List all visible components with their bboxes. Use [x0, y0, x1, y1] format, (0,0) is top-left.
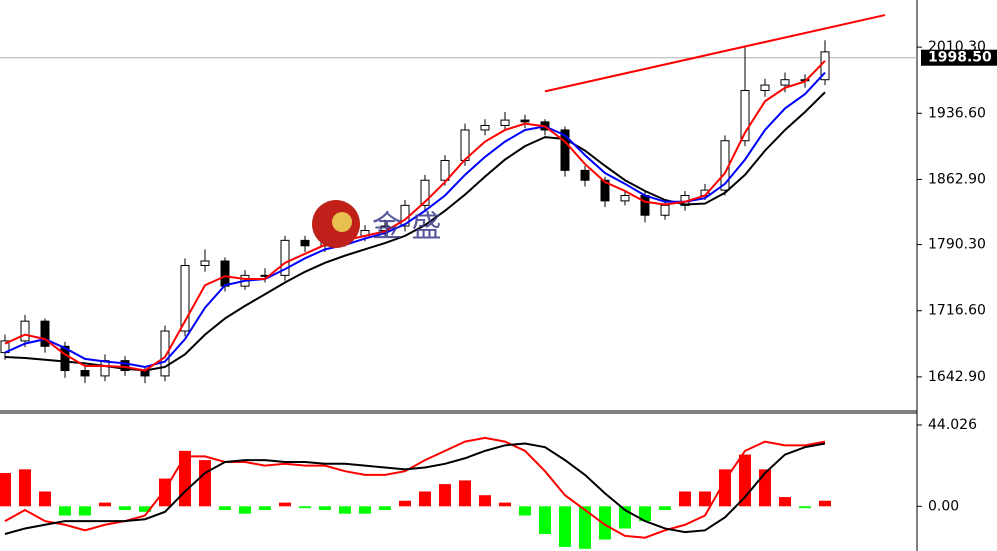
histogram-bar: [799, 506, 811, 509]
y-tick-label: 1716.60: [928, 303, 986, 319]
candle-body: [60, 345, 70, 372]
logo-inner: [332, 212, 352, 232]
candle-body: [520, 119, 530, 123]
histogram-bar: [219, 506, 231, 510]
histogram-bar: [299, 506, 311, 509]
histogram-bar: [339, 506, 351, 514]
histogram-bar: [819, 500, 831, 507]
histogram-bar: [0, 473, 11, 507]
histogram-bar: [579, 506, 591, 549]
y-tick-label: 1790.30: [928, 237, 986, 253]
histogram-bar: [359, 506, 371, 514]
candle-body: [600, 179, 610, 202]
histogram-bar: [119, 506, 131, 510]
histogram-bar: [559, 506, 571, 547]
y-tick-label: 1862.90: [928, 171, 986, 187]
histogram-bar: [239, 506, 251, 514]
candle-body: [120, 360, 130, 372]
histogram-bar: [659, 506, 671, 510]
histogram-bar: [599, 506, 611, 540]
candle-body: [740, 89, 750, 142]
trend-line: [544, 14, 886, 93]
watermark-logo: [312, 200, 360, 248]
candle-body: [280, 239, 290, 276]
candle-body: [220, 260, 230, 287]
histogram-bar: [699, 491, 711, 507]
candle-body: [160, 330, 170, 377]
y-tick-label: 1642.90: [928, 369, 986, 385]
histogram-bar: [259, 506, 271, 510]
candle-body: [100, 360, 110, 377]
candle-body: [80, 370, 90, 377]
last-price-label: 1998.50: [928, 50, 992, 66]
histogram-bar: [19, 469, 31, 507]
histogram-bar: [79, 506, 91, 516]
candle-body: [580, 169, 590, 181]
histogram-bar: [479, 495, 491, 507]
histogram-bar: [179, 450, 191, 507]
candle-body: [180, 265, 190, 332]
histogram-bar: [279, 502, 291, 507]
macd-line: [4, 436, 826, 539]
last-price-box: [921, 49, 997, 66]
y-tick-label: 1936.60: [928, 105, 986, 121]
histogram-bar: [719, 469, 731, 507]
histogram-bar: [199, 460, 211, 507]
candle-body: [420, 179, 430, 206]
histogram-bar: [539, 506, 551, 535]
histogram-bar: [59, 506, 71, 516]
watermark-text: 金 盛: [372, 210, 442, 245]
histogram-bar: [639, 506, 651, 522]
histogram-bar: [779, 497, 791, 507]
histogram-bar: [439, 484, 451, 507]
candle-body: [660, 204, 670, 216]
candle-body: [780, 79, 790, 86]
histogram-bar: [139, 506, 151, 512]
histogram-bar: [679, 491, 691, 507]
histogram-bar: [419, 491, 431, 507]
candle-body: [440, 159, 450, 181]
histogram-bar: [519, 506, 531, 516]
candle-body: [300, 239, 310, 247]
candle-body: [560, 129, 570, 171]
histogram-bar: [319, 506, 331, 510]
candle-body: [200, 260, 210, 267]
macd-line: [4, 442, 826, 535]
histogram-bar: [499, 502, 511, 507]
candle-body: [640, 194, 650, 216]
histogram-bar: [379, 506, 391, 510]
candle-body: [40, 320, 50, 347]
histogram-bar: [759, 469, 771, 507]
histogram-bar: [399, 500, 411, 507]
y-tick-label: 44.026: [928, 417, 977, 433]
candle-body: [620, 194, 630, 202]
histogram-bar: [99, 502, 111, 507]
histogram-bar: [39, 491, 51, 507]
moving-average: [4, 60, 826, 372]
y-tick-label: 0.00: [928, 498, 959, 514]
candle-body: [20, 320, 30, 342]
candle-body: [500, 119, 510, 126]
candle-body: [760, 84, 770, 91]
histogram-bar: [739, 454, 751, 507]
histogram-bar: [459, 480, 471, 507]
candle-body: [480, 124, 490, 131]
